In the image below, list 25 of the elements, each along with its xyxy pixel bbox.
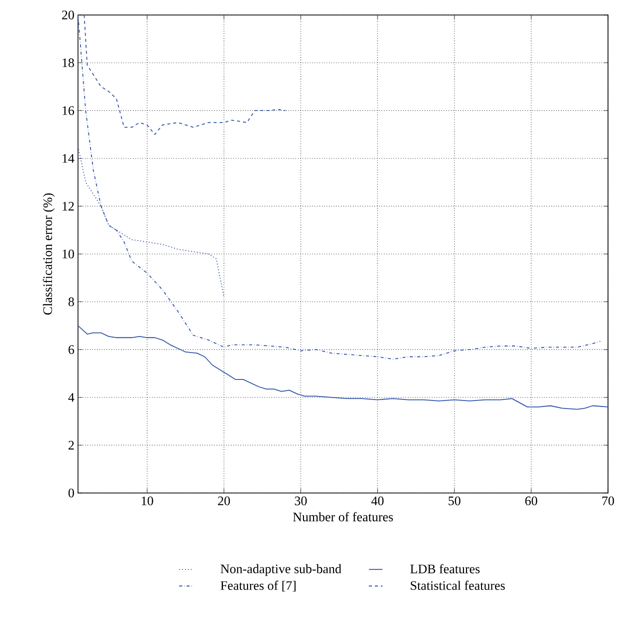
y-tick-label: 6 — [68, 345, 74, 354]
y-axis-title: Classification error (%) — [42, 193, 55, 315]
legend-label: LDB features — [410, 564, 480, 574]
x-tick-label: 50 — [448, 496, 460, 506]
x-tick-label: 40 — [371, 496, 384, 506]
y-tick-label: 18 — [62, 58, 74, 68]
y-tick-label: 8 — [68, 297, 74, 306]
x-tick-label: 70 — [602, 496, 614, 506]
line-series — [84, 14, 286, 135]
x-tick-label: 20 — [218, 496, 230, 506]
legend-label: Features of [7] — [220, 580, 296, 592]
y-tick-label: 0 — [68, 488, 74, 498]
y-tick-label: 2 — [68, 440, 74, 450]
legend-label: Non-adaptive sub-band — [220, 564, 342, 576]
x-tick-label: 30 — [294, 496, 307, 506]
y-tick-label: 14 — [62, 154, 74, 163]
y-tick-label: 10 — [62, 250, 74, 258]
x-tick-label: 60 — [525, 496, 538, 506]
y-tick-label: 12 — [62, 202, 74, 210]
x-tick-label: 10 — [142, 496, 154, 506]
y-tick-label: 4 — [68, 393, 74, 402]
legend-label: Statistical features — [410, 580, 505, 590]
y-tick-label: 20 — [62, 10, 74, 20]
x-axis-title: Number of features — [293, 512, 393, 522]
y-tick-label: 16 — [62, 106, 74, 115]
